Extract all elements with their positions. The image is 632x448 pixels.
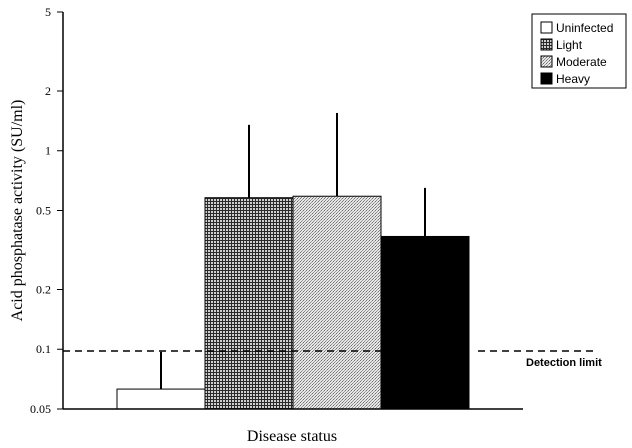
y-axis-title: Acid phosphatase activity (SU/ml) — [9, 100, 26, 322]
y-tick-label: 5 — [45, 5, 51, 19]
y-tick-label: 0.5 — [36, 204, 51, 218]
bar-uninfected — [116, 388, 206, 410]
legend-swatch-heavy — [540, 72, 553, 85]
y-tick-label: 0.1 — [36, 342, 51, 356]
bar-heavy — [380, 235, 470, 410]
legend-label-light: Light — [556, 38, 583, 52]
bar-moderate — [292, 195, 382, 410]
legend: Uninfected Light Moderate Heavy — [531, 13, 627, 89]
legend-swatch-uninfected — [540, 21, 553, 34]
bar-light — [204, 197, 294, 410]
bars — [116, 195, 470, 410]
y-tick-label: 1 — [45, 144, 51, 158]
legend-swatch-light — [540, 38, 553, 51]
y-tick-label: 2 — [45, 84, 51, 98]
detection-limit-label: Detection limit — [526, 357, 602, 369]
error-bars — [160, 112, 426, 390]
y-axis-ticks: 0.05 0.1 0.2 0.5 1 2 5 — [30, 5, 63, 416]
y-tick-label: 0.2 — [36, 282, 51, 296]
legend-label-moderate: Moderate — [556, 55, 607, 69]
legend-label-uninfected: Uninfected — [556, 21, 613, 35]
legend-swatch-moderate — [540, 55, 553, 68]
legend-label-heavy: Heavy — [556, 72, 590, 86]
x-axis-title: Disease status — [247, 428, 337, 445]
y-tick-label: 0.05 — [30, 402, 51, 416]
